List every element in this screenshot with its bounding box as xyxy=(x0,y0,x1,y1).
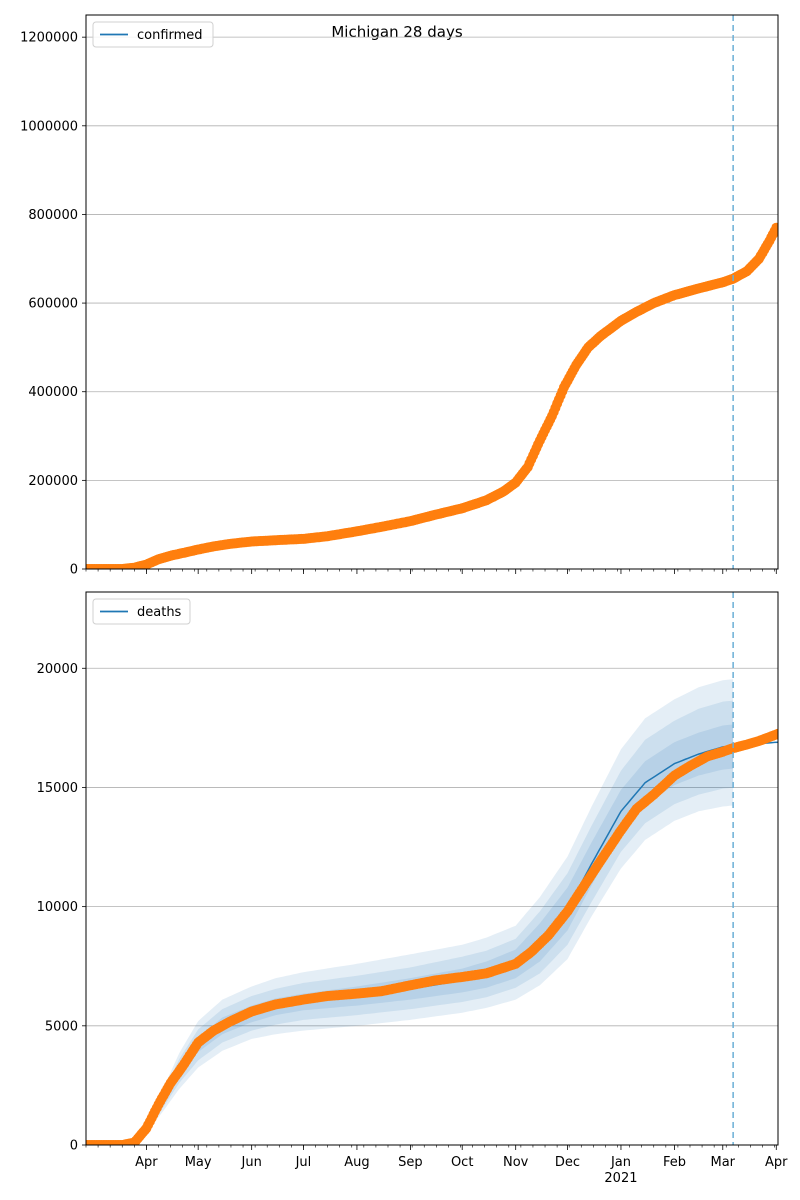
x-tick-label: Jun xyxy=(241,1155,262,1170)
x-tick-label: Sep xyxy=(398,1155,423,1170)
x-tick-label: Feb xyxy=(663,1155,686,1170)
x-tick-label: Jul xyxy=(295,1155,312,1170)
y-tick-label: 0 xyxy=(70,563,78,578)
x-tick-label: Apr xyxy=(135,1155,158,1170)
y-tick-label: 20000 xyxy=(37,662,78,677)
y-tick-label: 200000 xyxy=(28,474,78,489)
y-tick-label: 1000000 xyxy=(20,119,78,134)
axes-frame xyxy=(85,591,779,1146)
y-tick-label: 10000 xyxy=(37,900,78,915)
deaths-panel: 0 5000 10000 15000 20000 Apr May Jun Jul Aug Sep Oc… xyxy=(37,591,788,1186)
confirmed-panel: 0 200000 400000 600000 800000 1000000 1200000 c… xyxy=(20,14,779,578)
x-year-label: 2021 xyxy=(604,1171,637,1186)
band-95-band xyxy=(86,679,734,1145)
figure-title: Michigan 28 days xyxy=(331,23,462,41)
x-tick-label: Jan xyxy=(610,1155,631,1170)
plot-area xyxy=(86,679,778,1145)
x-tick-label: Nov xyxy=(503,1155,529,1170)
x-tick-label: Dec xyxy=(555,1155,580,1170)
axes-frame xyxy=(85,14,779,570)
y-tick-label: 0 xyxy=(70,1139,78,1154)
y-tick-label: 600000 xyxy=(28,297,78,312)
x-tick-label: Mar xyxy=(711,1155,736,1170)
y-tick-label: 1200000 xyxy=(20,31,78,46)
legend-label: deaths xyxy=(137,605,182,620)
y-tick-label: 800000 xyxy=(28,208,78,223)
legend-box xyxy=(92,21,214,48)
x-tick-label: Apr xyxy=(765,1155,788,1170)
legend: confirmed xyxy=(92,21,214,48)
legend-box xyxy=(92,598,191,625)
band-50-band xyxy=(86,724,734,1145)
plot-area xyxy=(86,222,778,569)
observed-point xyxy=(771,222,778,233)
y-tick-label: 15000 xyxy=(37,781,78,796)
x-tick-label: May xyxy=(185,1155,212,1170)
x-tick-label: Aug xyxy=(344,1155,369,1170)
legend: deaths xyxy=(92,598,191,625)
y-tick-label: 5000 xyxy=(45,1019,78,1034)
legend-label: confirmed xyxy=(137,28,203,43)
y-tick-label: 400000 xyxy=(28,385,78,400)
band-80-band xyxy=(86,700,734,1145)
x-tick-label: Oct xyxy=(451,1155,473,1170)
observed-point xyxy=(773,728,778,739)
